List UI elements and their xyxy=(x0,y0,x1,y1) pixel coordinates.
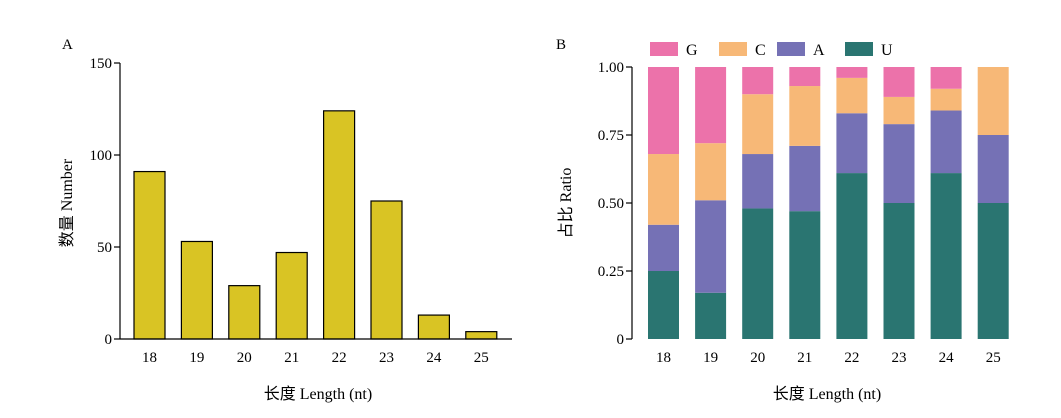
y-tick-label-0: 0 xyxy=(617,332,625,348)
bar-19 xyxy=(180,240,213,340)
bar-25-A xyxy=(977,135,1009,203)
bar-24-U xyxy=(930,173,962,339)
x-tick-label-24: 24 xyxy=(939,350,955,366)
legend-swatch-C xyxy=(719,42,747,56)
bar-22 xyxy=(323,110,356,340)
panel-b-label: B xyxy=(556,37,566,53)
bar-23-G xyxy=(883,67,915,97)
panel-b-y-axis-title: 占比 Ratio xyxy=(557,168,575,239)
x-tick-label-18: 18 xyxy=(142,350,157,366)
panel-b-stacked-bars xyxy=(648,67,1009,339)
legend-label-C: C xyxy=(755,42,766,59)
bar-20 xyxy=(228,285,261,340)
x-tick-label-19: 19 xyxy=(703,350,718,366)
bar-20-C xyxy=(742,94,774,155)
bar-20-G xyxy=(742,67,774,95)
y-tick-label-0.75: 0.75 xyxy=(598,128,624,144)
bar-19-A xyxy=(695,200,727,293)
panel-b: B G C A U 18 19 20 21 22 23 24 25 0 0.25 0.50 0.75 1.00… xyxy=(556,37,1009,403)
y-tick-label-100: 100 xyxy=(90,148,113,164)
bar-25-C xyxy=(977,67,1009,135)
bar-21-G xyxy=(789,67,821,87)
x-tick-label-21: 21 xyxy=(797,350,812,366)
bar-18-G xyxy=(648,67,679,155)
bar-24 xyxy=(417,314,450,340)
bar-20-A xyxy=(742,154,774,209)
x-tick-label-21: 21 xyxy=(284,350,299,366)
bar-25-U xyxy=(977,203,1009,339)
x-tick-label-22: 22 xyxy=(332,350,347,366)
bar-22-U xyxy=(836,173,868,339)
bar-23-A xyxy=(883,124,915,203)
x-tick-label-19: 19 xyxy=(189,350,204,366)
y-tick-label-0.25: 0.25 xyxy=(598,264,624,280)
panel-a-axes: 18 19 20 21 22 23 24 25 0 50 100 150 xyxy=(90,56,512,366)
bar-22-G xyxy=(836,67,868,78)
legend-swatch-U xyxy=(845,42,873,56)
y-tick-label-50: 50 xyxy=(97,240,112,256)
x-tick-label-23: 23 xyxy=(892,350,907,366)
panel-a-bars xyxy=(133,110,498,340)
x-tick-label-22: 22 xyxy=(844,350,859,366)
y-tick-label-0.50: 0.50 xyxy=(598,196,624,212)
panel-a-y-axis-title: 数量 Number xyxy=(58,158,76,247)
bar-18 xyxy=(133,170,166,340)
bar-25 xyxy=(465,331,498,340)
y-tick-label-1.00: 1.00 xyxy=(598,60,624,76)
bar-24-C xyxy=(930,88,962,111)
bar-18-C xyxy=(648,154,679,225)
bar-21-C xyxy=(789,86,821,146)
x-tick-label-18: 18 xyxy=(656,350,671,366)
legend-label-A: A xyxy=(813,42,825,59)
y-tick-label-150: 150 xyxy=(90,56,113,72)
bar-21-U xyxy=(789,211,821,339)
y-tick-label-0: 0 xyxy=(105,332,113,348)
bar-19-G xyxy=(695,67,727,144)
legend-swatch-G xyxy=(650,42,678,56)
bar-23 xyxy=(370,200,403,340)
bar-20-U xyxy=(742,208,774,339)
bar-19-C xyxy=(695,143,727,201)
legend-label-G: G xyxy=(686,42,698,59)
x-tick-label-25: 25 xyxy=(474,350,489,366)
panel-a: A 18 19 20 21 22 23 24 25 0 50 100 150 数量 Number 长度… xyxy=(58,37,512,403)
bar-23-U xyxy=(883,203,915,339)
bar-18-A xyxy=(648,224,679,271)
bar-24-G xyxy=(930,67,962,89)
x-tick-label-23: 23 xyxy=(379,350,394,366)
bar-21-A xyxy=(789,145,821,212)
x-tick-label-24: 24 xyxy=(426,350,442,366)
bar-18-U xyxy=(648,271,679,339)
bar-21 xyxy=(275,251,308,340)
panel-b-axes: 18 19 20 21 22 23 24 25 0 0.25 0.50 0.75 1.00 xyxy=(598,60,1001,366)
bar-24-A xyxy=(930,110,962,174)
bar-22-C xyxy=(836,77,868,114)
panel-a-x-axis-title: 长度 Length (nt) xyxy=(264,385,372,403)
x-tick-label-20: 20 xyxy=(237,350,252,366)
x-tick-label-25: 25 xyxy=(986,350,1001,366)
bar-22-A xyxy=(836,113,868,174)
bar-19-U xyxy=(695,292,727,339)
x-tick-label-20: 20 xyxy=(750,350,765,366)
panel-a-label: A xyxy=(62,37,73,53)
legend-label-U: U xyxy=(881,42,893,59)
legend-swatch-A xyxy=(777,42,805,56)
bar-23-C xyxy=(883,96,915,125)
panel-b-x-axis-title: 长度 Length (nt) xyxy=(773,385,881,403)
